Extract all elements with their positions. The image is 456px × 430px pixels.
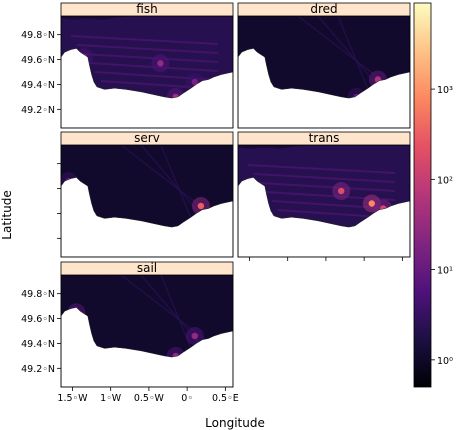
panel-sail: sail <box>60 261 234 388</box>
y-tick-label: 49.6◦N <box>21 314 55 325</box>
colorbar: 10⁰ 10¹ 10² 10³ <box>413 2 453 388</box>
panel-fish-plot <box>61 16 233 128</box>
panel-title: sail <box>137 261 157 275</box>
colorbar-tick-label: 10³ <box>437 85 453 96</box>
colorbar-tick-label: 10¹ <box>437 266 453 277</box>
hotspot <box>368 200 375 207</box>
y-axis-title: Latitude <box>0 190 14 239</box>
panel-strip <box>60 131 234 146</box>
northern-sea <box>238 16 311 20</box>
track-streak <box>70 35 219 45</box>
track-streak <box>76 44 219 54</box>
y-tick-label: 49.2◦N <box>21 105 55 116</box>
hotspot <box>191 332 198 340</box>
y-tick-label: 49.8◦N <box>21 30 55 41</box>
colorbar-tick-label: 10⁰ <box>437 356 453 367</box>
panel-title: fish <box>136 2 157 16</box>
axes-layer: 49.2◦N 49.4◦N 49.6◦N 49.8◦N 49.2◦N 49.4◦N 49.6… <box>21 30 403 404</box>
x-axis-title: Longitude <box>205 416 265 430</box>
track-streak <box>337 16 371 95</box>
land-normandy <box>61 48 233 128</box>
panel-serv-plot <box>61 145 233 257</box>
track-streak <box>82 53 219 63</box>
panel-title: trans <box>309 131 340 145</box>
x-tick-label: 0◦ <box>181 393 193 404</box>
land-normandy <box>238 48 410 128</box>
colorbar-ramp <box>413 2 432 388</box>
panel-strip <box>60 261 234 276</box>
y-tick-label: 49.4◦N <box>21 80 55 91</box>
land-normandy <box>238 177 410 257</box>
x-tick-label: 1.5◦W <box>57 393 88 404</box>
track-streak <box>259 182 396 192</box>
colorbar-tick-label: 10² <box>437 175 453 186</box>
panel-strip <box>237 2 411 17</box>
panel-dred-plot <box>238 16 410 128</box>
hotspot <box>197 202 205 210</box>
panel-strip <box>237 131 411 146</box>
land-normandy <box>61 177 233 257</box>
track-streak <box>253 173 396 183</box>
northern-sea <box>61 275 134 279</box>
northern-sea <box>61 145 134 149</box>
y-tick-label: 49.6◦N <box>21 55 55 66</box>
y-tick-label: 49.8◦N <box>21 289 55 300</box>
panel-trans-plot <box>238 145 410 257</box>
hotspot <box>338 187 345 195</box>
y-tick-label: 49.4◦N <box>21 339 55 350</box>
panel-strip <box>60 2 234 17</box>
panel-title: serv <box>134 131 160 145</box>
land-normandy <box>61 307 233 387</box>
panels-layer: fish dred serv trans sail <box>60 2 411 388</box>
northern-sea <box>238 145 311 149</box>
y-tick-label: 49.2◦N <box>21 364 55 375</box>
hotspot <box>191 78 198 86</box>
x-tick-label: 0.5◦E <box>212 393 239 404</box>
track-streak <box>247 164 396 174</box>
panel-dred: dred <box>237 2 411 129</box>
northern-sea <box>61 16 134 20</box>
panel-title: dred <box>310 2 337 16</box>
panel-trans: trans <box>237 131 411 258</box>
track-streak <box>160 145 194 224</box>
x-tick-label: 0.5◦W <box>134 393 165 404</box>
x-tick-label: 1◦W <box>100 393 122 404</box>
panel-serv: serv <box>60 131 234 258</box>
panel-sail-plot <box>61 275 233 387</box>
hotspot <box>157 60 164 67</box>
panel-fish: fish <box>60 2 234 129</box>
